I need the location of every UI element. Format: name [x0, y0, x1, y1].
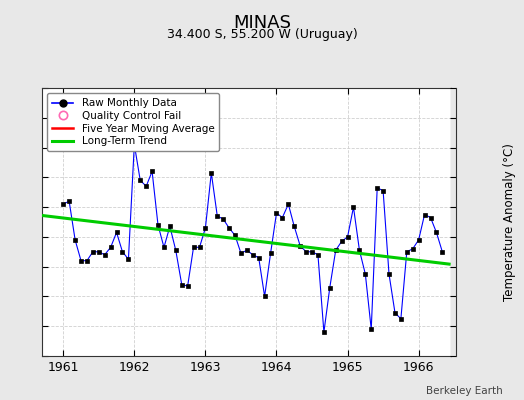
Text: Temperature Anomaly (°C): Temperature Anomaly (°C)	[503, 143, 516, 301]
Text: MINAS: MINAS	[233, 14, 291, 32]
Text: 34.400 S, 55.200 W (Uruguay): 34.400 S, 55.200 W (Uruguay)	[167, 28, 357, 41]
Legend: Raw Monthly Data, Quality Control Fail, Five Year Moving Average, Long-Term Tren: Raw Monthly Data, Quality Control Fail, …	[47, 93, 220, 152]
Text: Berkeley Earth: Berkeley Earth	[427, 386, 503, 396]
